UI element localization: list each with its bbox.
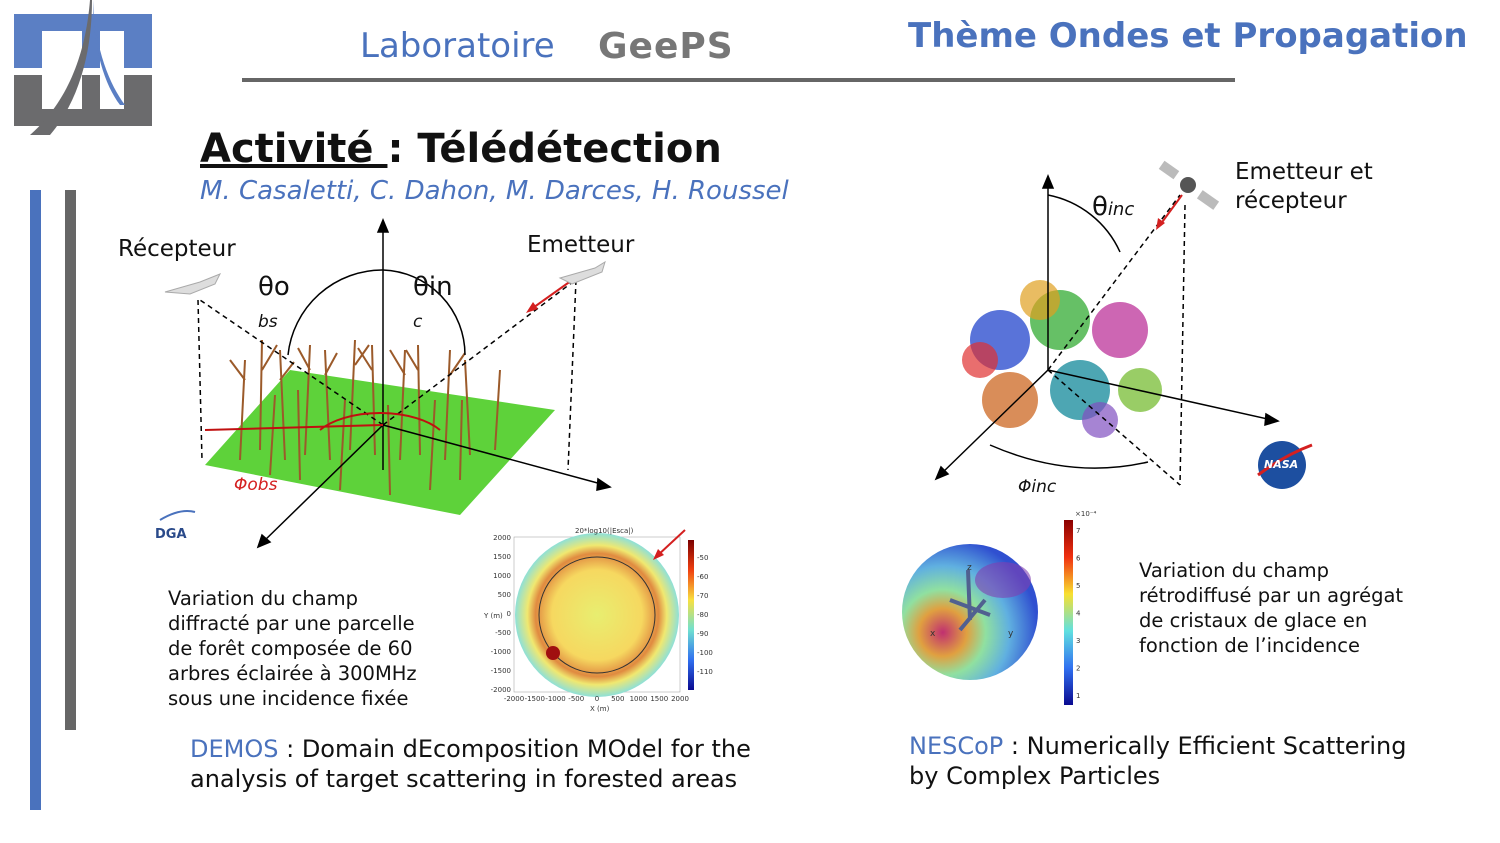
heatmap-ytick: 1000 [493, 572, 511, 580]
activity-label: Activité [200, 126, 388, 172]
emitter-aircraft-icon [558, 260, 606, 285]
sphere-colorbar-tick: 3 [1076, 637, 1080, 645]
sphere-colorbar [1064, 520, 1073, 705]
forest-scattering-diagram [159, 218, 612, 549]
lab-label: Laboratoire [360, 26, 555, 66]
sphere-axis-x: x [930, 629, 936, 639]
heatmap-xtick: -2000 [504, 695, 524, 703]
phi-inc-label: Φinc [1018, 477, 1057, 497]
heatmap-colorbar-tick: -60 [697, 573, 708, 581]
heatmap-colorbar-tick: -90 [697, 630, 708, 638]
sphere-axis-y: y [1008, 629, 1014, 639]
heatmap-xtick: 2000 [671, 695, 689, 703]
heatmap-ytick: -1500 [491, 667, 511, 675]
heatmap-colorbar-tick: -80 [697, 611, 708, 619]
heatmap-ytick: -2000 [491, 686, 511, 694]
heatmap-xtick: -1500 [525, 695, 545, 703]
theta-obs-subscript: bs [258, 312, 278, 332]
field-heatmap: 20*log10(|Esca|) -2000 -1500 -1000 -500 0 500… [483, 527, 713, 713]
receiver-aircraft-icon [164, 273, 222, 295]
theta-obs-label: θo [258, 272, 290, 302]
dga-logo: DGA [155, 527, 187, 542]
theme-title: Thème Ondes et Propagation [908, 16, 1468, 56]
heatmap-colorbar [688, 540, 694, 690]
emitter-label: Emetteur [527, 232, 635, 258]
trees [229, 339, 501, 496]
satellite-icon [1158, 160, 1220, 210]
heatmap-xtick: -500 [568, 695, 584, 703]
sphere-colorbar-tick: 2 [1076, 665, 1080, 673]
heatmap-ytick: 2000 [493, 534, 511, 542]
colorbar-exponent: ×10⁻⁴ [1075, 510, 1096, 518]
heatmap-ytick: 0 [507, 610, 511, 618]
activity-title: Activité : Télédétection [200, 126, 722, 172]
ice-description: Variation du champ rétrodiffusé par un a… [1139, 559, 1404, 657]
activity-name: : Télédétection [387, 126, 722, 172]
heatmap-ytick: -500 [495, 629, 511, 637]
demos-acronym: DEMOS [190, 735, 279, 763]
heatmap-colorbar-tick: -110 [697, 668, 713, 676]
heatmap-ytick: 1500 [493, 553, 511, 561]
forest-description: Variation du champ diffracté par une par… [168, 587, 417, 710]
phi-obs-label: Φobs [234, 475, 278, 495]
sphere-axis-z: z [967, 563, 972, 573]
left-accent-bar-gray [65, 190, 76, 730]
heatmap-xlabel: X (m) [590, 705, 610, 713]
geeps-logo: GeePS [598, 26, 734, 67]
theta-inc-label: θin [413, 272, 453, 302]
emitter-receiver-label: Emetteur et récepteur [1235, 159, 1373, 214]
heatmap-ytick: 500 [498, 591, 511, 599]
theta-symbol: θ [1092, 192, 1108, 222]
authors: M. Casaletti, C. Dahon, M. Darces, H. Ro… [200, 176, 789, 206]
ice-crystal-diagram [934, 160, 1313, 489]
nasa-logo: NASA [1264, 458, 1299, 471]
nescop-text: : Numerically Efficient Scattering by Co… [909, 732, 1407, 790]
sphere-colorbar-tick: 1 [1076, 692, 1080, 700]
theta-subscript: inc [1107, 199, 1135, 220]
heatmap-colorbar-tick: -70 [697, 592, 708, 600]
heatmap-ylabel: Y (m) [483, 612, 503, 620]
demos-text: : Domain dEcomposition MOdel for the ana… [190, 735, 751, 793]
ice-crystal-aggregate [962, 280, 1162, 438]
heatmap-xtick: 0 [595, 695, 599, 703]
heatmap-colorbar-tick: -100 [697, 649, 713, 657]
sphere-colorbar-tick: 5 [1076, 582, 1080, 590]
heatmap-xtick: 500 [611, 695, 624, 703]
left-accent-bar-blue [30, 190, 41, 810]
heatmap-title: 20*log10(|Esca|) [575, 527, 634, 535]
demos-caption: DEMOS : Domain dEcomposition MOdel for t… [190, 734, 780, 794]
theta-inc-right-label: θinc [1092, 192, 1134, 222]
heatmap-ytick: -1000 [491, 648, 511, 656]
receiver-label: Récepteur [118, 236, 236, 262]
heatmap-xtick: 1000 [630, 695, 648, 703]
nescop-acronym: NESCoP [909, 732, 1004, 760]
sphere-colorbar-tick: 6 [1076, 555, 1081, 563]
heatmap-xtick: -1000 [545, 695, 565, 703]
institution-logo [14, 0, 152, 135]
sphere-colorbar-tick: 4 [1076, 610, 1081, 618]
header-divider [242, 78, 1235, 82]
heatmap-xtick: 1500 [650, 695, 668, 703]
dga-logo-icon [159, 510, 196, 521]
sphere-colorbar-tick: 7 [1076, 527, 1080, 535]
theta-inc-subscript: c [413, 312, 423, 332]
nescop-caption: NESCoP : Numerically Efficient Scatterin… [909, 731, 1429, 791]
nasa-logo-icon [1257, 441, 1313, 489]
heatmap-colorbar-tick: -50 [697, 554, 708, 562]
